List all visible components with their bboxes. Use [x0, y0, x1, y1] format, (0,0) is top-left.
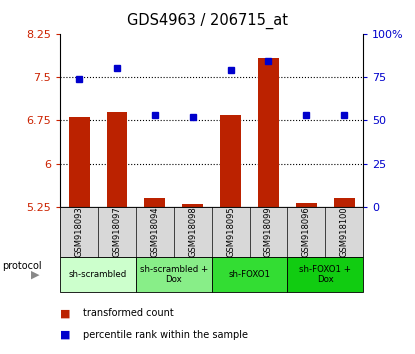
Text: GSM918100: GSM918100	[340, 206, 349, 257]
Bar	[69, 118, 90, 207]
Text: percentile rank within the sample: percentile rank within the sample	[83, 330, 248, 339]
Bar	[296, 203, 317, 207]
Bar	[107, 112, 127, 207]
Text: GSM918098: GSM918098	[188, 206, 197, 257]
Text: transformed count: transformed count	[83, 308, 174, 318]
Text: GSM918095: GSM918095	[226, 206, 235, 257]
Text: sh-FOXO1: sh-FOXO1	[229, 270, 271, 279]
Text: GDS4963 / 206715_at: GDS4963 / 206715_at	[127, 12, 288, 29]
Bar	[334, 198, 354, 207]
Text: ▶: ▶	[31, 269, 39, 279]
Text: protocol: protocol	[2, 261, 42, 271]
Text: sh-FOXO1 +
Dox: sh-FOXO1 + Dox	[299, 265, 351, 284]
Bar	[220, 115, 241, 207]
Bar	[144, 198, 165, 207]
Text: GSM918099: GSM918099	[264, 206, 273, 257]
Text: ■: ■	[60, 308, 71, 318]
Bar	[182, 204, 203, 207]
Bar	[258, 58, 279, 207]
Text: sh-scrambled +
Dox: sh-scrambled + Dox	[140, 265, 208, 284]
Text: ■: ■	[60, 330, 71, 339]
Text: GSM918093: GSM918093	[75, 206, 83, 257]
Text: sh-scrambled: sh-scrambled	[69, 270, 127, 279]
Text: GSM918094: GSM918094	[150, 206, 159, 257]
Text: GSM918096: GSM918096	[302, 206, 311, 257]
Text: GSM918097: GSM918097	[112, 206, 122, 257]
